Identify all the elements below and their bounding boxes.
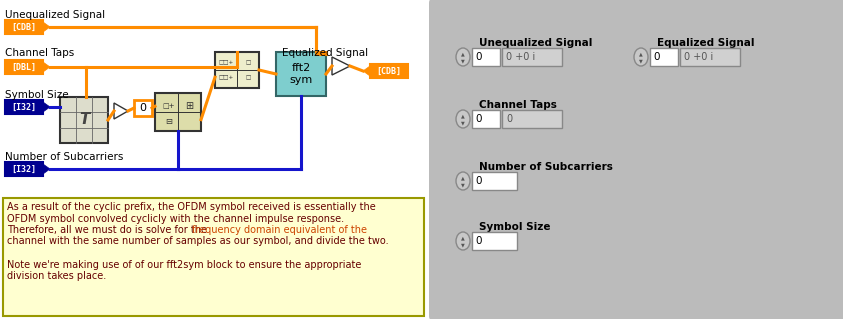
Text: □□+: □□+ xyxy=(218,60,234,65)
Text: Unequalized Signal: Unequalized Signal xyxy=(5,10,105,20)
FancyBboxPatch shape xyxy=(134,100,152,116)
Text: 0: 0 xyxy=(475,52,481,62)
Polygon shape xyxy=(43,22,50,32)
Text: Symbol Size: Symbol Size xyxy=(5,90,68,100)
Ellipse shape xyxy=(634,48,648,66)
Text: 0: 0 xyxy=(506,114,513,124)
Text: 0: 0 xyxy=(475,236,481,246)
Text: [CDB]: [CDB] xyxy=(377,66,401,76)
Text: 0: 0 xyxy=(475,114,481,124)
Text: Equalized Signal: Equalized Signal xyxy=(282,48,368,58)
Text: T: T xyxy=(78,113,89,128)
Text: channel with the same number of samples as our symbol, and divide the two.: channel with the same number of samples … xyxy=(7,236,389,247)
Text: ▲: ▲ xyxy=(461,51,464,56)
Text: □: □ xyxy=(245,75,250,80)
Text: 0 +0 i: 0 +0 i xyxy=(684,52,713,62)
FancyBboxPatch shape xyxy=(680,48,740,66)
Text: ▼: ▼ xyxy=(639,58,643,63)
Text: ▼: ▼ xyxy=(461,242,464,247)
Text: ⊞: ⊞ xyxy=(185,101,194,111)
FancyBboxPatch shape xyxy=(0,0,430,319)
FancyBboxPatch shape xyxy=(370,64,408,78)
FancyBboxPatch shape xyxy=(429,0,843,319)
Ellipse shape xyxy=(456,48,470,66)
Polygon shape xyxy=(43,164,50,174)
Text: ▼: ▼ xyxy=(461,120,464,125)
Text: Channel Taps: Channel Taps xyxy=(5,48,74,58)
Text: Symbol Size: Symbol Size xyxy=(479,222,550,232)
Polygon shape xyxy=(363,66,370,76)
FancyBboxPatch shape xyxy=(215,52,259,88)
FancyBboxPatch shape xyxy=(276,52,326,96)
Text: ⊟: ⊟ xyxy=(165,117,172,126)
Text: [I32]: [I32] xyxy=(12,165,36,174)
Text: Unequalized Signal: Unequalized Signal xyxy=(479,38,593,48)
Text: Number of Subcarriers: Number of Subcarriers xyxy=(5,152,123,162)
Text: frequency domain equivalent of the: frequency domain equivalent of the xyxy=(192,225,367,235)
Text: fft2
sym: fft2 sym xyxy=(289,63,313,85)
Text: ▼: ▼ xyxy=(461,182,464,187)
FancyBboxPatch shape xyxy=(5,20,43,34)
Text: Channel Taps: Channel Taps xyxy=(479,100,557,110)
Text: [DBL]: [DBL] xyxy=(12,63,36,71)
Polygon shape xyxy=(43,102,50,112)
Text: ▲: ▲ xyxy=(461,113,464,118)
Text: □: □ xyxy=(245,60,250,65)
Polygon shape xyxy=(114,103,128,119)
Text: [CDB]: [CDB] xyxy=(12,23,36,32)
Polygon shape xyxy=(332,57,350,75)
Text: As a result of the cyclic prefix, the OFDM symbol received is essentially the: As a result of the cyclic prefix, the OF… xyxy=(7,202,376,212)
Text: ▲: ▲ xyxy=(639,51,643,56)
Text: 0: 0 xyxy=(139,103,147,113)
FancyBboxPatch shape xyxy=(5,162,43,176)
Text: ▲: ▲ xyxy=(461,175,464,180)
FancyBboxPatch shape xyxy=(60,97,108,143)
FancyBboxPatch shape xyxy=(472,232,517,250)
Text: Therefore, all we must do is solve for the: Therefore, all we must do is solve for t… xyxy=(7,225,210,235)
FancyBboxPatch shape xyxy=(3,198,424,316)
FancyBboxPatch shape xyxy=(502,48,562,66)
FancyBboxPatch shape xyxy=(472,110,500,128)
FancyBboxPatch shape xyxy=(650,48,678,66)
Text: □+: □+ xyxy=(163,103,175,109)
Polygon shape xyxy=(43,62,50,72)
Text: Number of Subcarriers: Number of Subcarriers xyxy=(479,162,613,172)
FancyBboxPatch shape xyxy=(502,110,562,128)
Text: □□+: □□+ xyxy=(218,75,234,80)
Text: 0: 0 xyxy=(653,52,659,62)
FancyBboxPatch shape xyxy=(5,60,43,74)
FancyBboxPatch shape xyxy=(472,172,517,190)
Text: [I32]: [I32] xyxy=(12,102,36,112)
FancyBboxPatch shape xyxy=(155,93,201,131)
FancyBboxPatch shape xyxy=(5,100,43,114)
Text: OFDM symbol convolved cyclicly with the channel impulse response.: OFDM symbol convolved cyclicly with the … xyxy=(7,213,344,224)
Text: Note we're making use of of our fft2sym block to ensure the appropriate: Note we're making use of of our fft2sym … xyxy=(7,259,362,270)
Text: 0 +0 i: 0 +0 i xyxy=(506,52,535,62)
Text: ▲: ▲ xyxy=(461,235,464,240)
Text: 0: 0 xyxy=(475,176,481,186)
Text: ▼: ▼ xyxy=(461,58,464,63)
Text: Equalized Signal: Equalized Signal xyxy=(657,38,754,48)
Ellipse shape xyxy=(456,232,470,250)
FancyBboxPatch shape xyxy=(472,48,500,66)
Ellipse shape xyxy=(456,172,470,190)
Text: division takes place.: division takes place. xyxy=(7,271,106,281)
Ellipse shape xyxy=(456,110,470,128)
